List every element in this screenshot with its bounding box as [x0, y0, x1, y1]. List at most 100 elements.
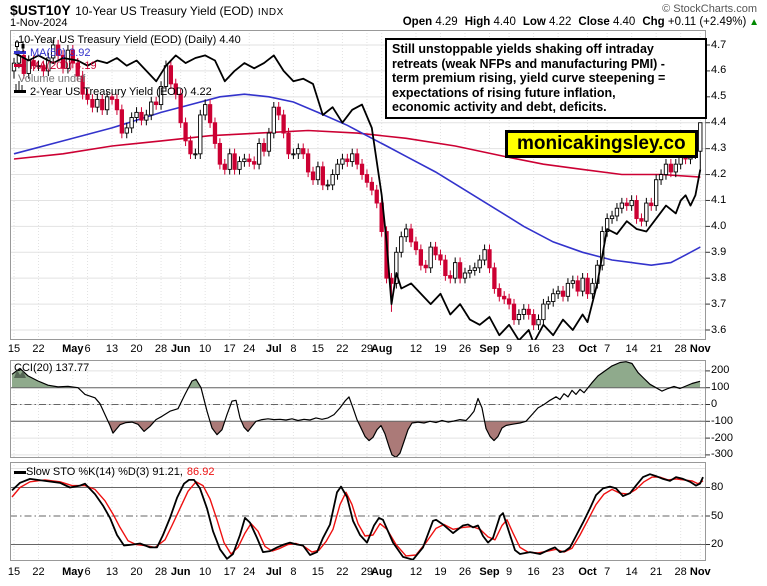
x-axis-tick-label: 9	[506, 343, 513, 355]
legend-label: Volume undef	[18, 72, 86, 85]
x-axis-tick-label: Jul	[265, 343, 282, 355]
symbol: $UST10Y	[10, 2, 71, 18]
y-axis-tick-label: -300	[711, 448, 734, 461]
x-axis-tick-label: 16	[527, 343, 540, 355]
x-axis-tick-label: 17	[223, 566, 236, 578]
x-axis-tick-label: 29	[360, 566, 374, 578]
x-axis-tick-label: 28	[674, 343, 687, 355]
x-axis-tick-label: 19	[434, 343, 447, 355]
quote-label: Chg	[642, 16, 665, 28]
watermark-badge: monicakingsley.co	[505, 130, 698, 158]
x-axis-tick-label: 23	[551, 343, 565, 355]
y-axis-tick-label: 200	[711, 364, 730, 377]
y-axis-tick-label: 4.3	[711, 142, 727, 155]
y-axis-tick-label: 4.5	[711, 90, 727, 103]
quote-label: Open	[402, 16, 433, 28]
cci-indicator-chart	[10, 360, 710, 458]
x-axis-tick-label: Nov	[689, 566, 711, 578]
x-axis-tick-label: 20	[130, 343, 143, 355]
y-axis-tick-label: 4.2	[711, 168, 727, 181]
x-axis-tick-label: 13	[105, 343, 119, 355]
x-axis-tick-label: 8	[290, 343, 297, 355]
x-axis-tick-label: 21	[650, 566, 663, 578]
legend-row: 10-Year US Treasury Yield (EOD) (Daily) …	[14, 33, 241, 52]
exchange-label: INDX	[257, 7, 284, 18]
x-axis-tick-label: May	[62, 343, 84, 355]
x-axis-tick-label: 19	[434, 566, 447, 578]
x-axis-tick-label: 28	[674, 566, 687, 578]
line-dash-icon	[14, 90, 26, 93]
x-axis-tick-label: 28	[154, 566, 168, 578]
quote-label: Close	[578, 16, 610, 28]
x-axis-tick-label: 14	[625, 343, 638, 355]
x-axis-tick-label: 15	[311, 343, 325, 355]
quote-label: Low	[522, 16, 546, 28]
x-axis-tick-label: 20	[130, 566, 143, 578]
legend-label: 2-Year US Treasury Yield (EOD) 4.22	[30, 85, 212, 98]
line-dash-icon	[14, 64, 26, 67]
x-axis-tick-label: 28	[154, 343, 168, 355]
x-axis-tick-label: 22	[336, 343, 349, 355]
x-axis-tick-label: 14	[625, 566, 638, 578]
x-axis-tick-label: 10	[199, 343, 212, 355]
x-axis-labels-bottom: 15 22 May 6 13 20 28 Jun 10 17 24 Jul 8 15 22 29 Aug 12 19…	[0, 566, 767, 580]
x-axis-tick-label: 26	[458, 566, 472, 578]
x-axis-tick-label: 21	[650, 343, 663, 355]
y-axis-tick-label: 50	[711, 509, 724, 522]
legend-row: MA(50) 3.92	[14, 46, 241, 59]
y-axis-tick-label: 3.8	[711, 271, 727, 284]
y-axis-tick-label: 3.6	[711, 323, 727, 336]
x-axis-tick-label: 10	[199, 566, 212, 578]
y-axis-tick-label: 3.7	[711, 297, 727, 310]
x-axis-labels-mid: 15 22 May 6 13 20 28 Jun 10 17 24 Jul 8 15 22 29 Aug 12 19…	[0, 343, 767, 357]
cci-legend-label: CCI(20) 137.77	[14, 362, 90, 374]
x-axis-tick-label: 23	[551, 566, 565, 578]
legend-label: MA(200) 4.19	[30, 59, 97, 72]
x-axis-tick-label: 6	[84, 343, 91, 355]
x-axis-tick-label: 17	[223, 343, 236, 355]
y-axis-tick-label: 100	[711, 381, 730, 394]
change-up-arrow-icon: ▲	[746, 17, 759, 28]
x-axis-tick-label: 26	[458, 343, 472, 355]
x-axis-tick-label: 7	[604, 343, 611, 355]
x-axis-tick-label: 6	[84, 566, 91, 578]
legend-row: 2-Year US Treasury Yield (EOD) 4.22	[14, 85, 241, 98]
y-axis-tick-label: 3.9	[711, 245, 727, 258]
x-axis-tick-label: Oct	[578, 343, 597, 355]
legend-label: 10-Year US Treasury Yield (EOD) (Daily) …	[18, 33, 241, 46]
y-axis-tick-label: -200	[711, 431, 734, 444]
annotation-box: Still unstoppable yields shaking off int…	[385, 38, 707, 119]
x-axis-tick-label: 24	[243, 343, 256, 355]
quote-label: High	[464, 16, 491, 28]
y-axis-tick-label: 80	[711, 481, 724, 493]
x-axis-tick-label: Sep	[479, 566, 500, 578]
y-axis-tick-label: 4.1	[711, 193, 727, 206]
x-axis-tick-label: 22	[336, 566, 349, 578]
quote-row: Open 4.29 High 4.40 Low 4.22 Close 4.40 Chg …	[402, 16, 759, 28]
x-axis-tick-label: Aug	[370, 566, 393, 578]
stochastic-indicator-chart	[10, 462, 710, 561]
x-axis-tick-label: 22	[32, 566, 45, 578]
x-axis-tick-label: 29	[360, 343, 374, 355]
x-axis-tick-label: 7	[604, 566, 611, 578]
sto-legend: Slow STO %K(14) %D(3) 91.21, 86.92	[14, 466, 214, 478]
x-axis-tick-label: Nov	[689, 343, 711, 355]
legend-label: MA(50) 3.92	[30, 46, 91, 59]
sto-legend-label: Slow STO %K(14) %D(3) 91.21,	[26, 466, 183, 478]
x-axis-tick-label: 24	[243, 566, 256, 578]
y-axis-tick-label: -100	[711, 414, 734, 427]
sto-legend-d-value: 86.92	[186, 466, 215, 478]
x-axis-tick-label: 16	[527, 566, 540, 578]
x-axis-tick-label: 15	[7, 343, 21, 355]
y-axis-tick-label: 4.6	[711, 64, 727, 77]
y-axis-tick-label: 4.7	[711, 38, 727, 51]
x-axis-tick-label: 13	[105, 566, 119, 578]
x-axis-tick-label: 9	[506, 566, 513, 578]
main-legend: 10-Year US Treasury Yield (EOD) (Daily) …	[14, 33, 241, 98]
x-axis-tick-label: 12	[409, 566, 423, 578]
legend-row: MA(200) 4.19	[14, 59, 241, 72]
x-axis-tick-label: Aug	[370, 343, 393, 355]
legend-row: Volume undef	[14, 72, 241, 90]
x-axis-tick-label: 8	[290, 566, 297, 578]
